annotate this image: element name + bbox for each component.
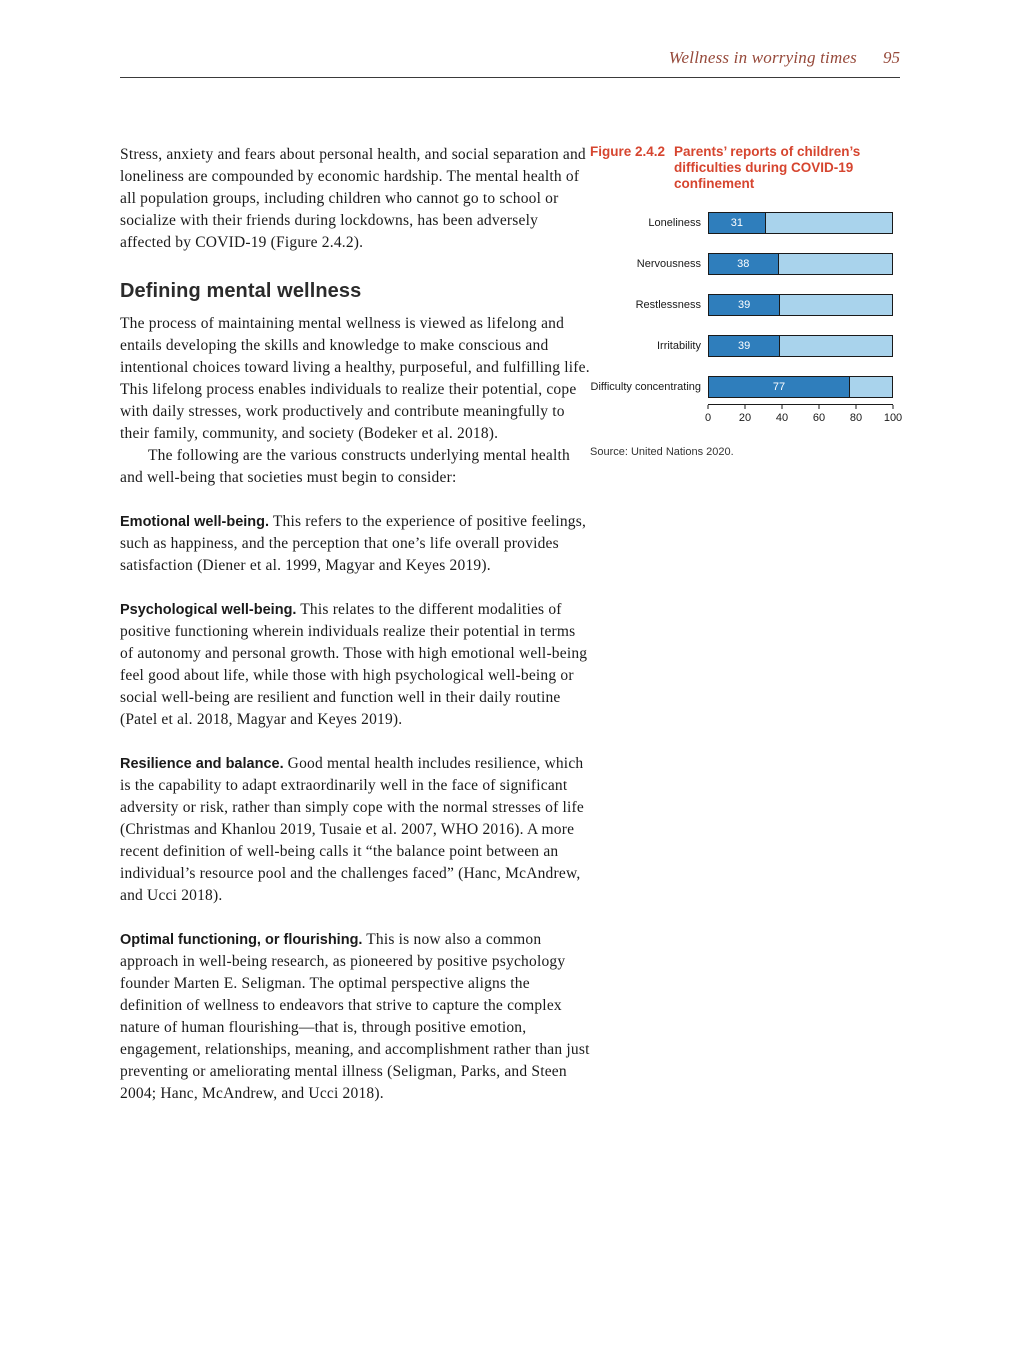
axis-tick-label: 60 — [812, 412, 826, 424]
axis-tick-mark — [781, 405, 783, 409]
construct-paragraph: Resilience and balance. Good mental heal… — [120, 755, 584, 904]
chart-row: Restlessness 39 — [590, 294, 902, 316]
constructs: Emotional well-being. This refers to the… — [120, 511, 590, 1105]
bar-fill: 31 — [709, 213, 766, 233]
bar-fill: 38 — [709, 254, 779, 274]
axis-tick-label: 40 — [775, 412, 789, 424]
chart-row: Irritability 39 — [590, 335, 902, 357]
chart-row: Loneliness 31 — [590, 212, 902, 234]
bar-category-label: Difficulty concentrating — [590, 381, 701, 393]
bar-category-label: Irritability — [656, 340, 701, 352]
bar-track: 38 — [708, 253, 893, 275]
bar-track: 31 — [708, 212, 893, 234]
paragraph-intro: Stress, anxiety and fears about personal… — [120, 146, 586, 251]
construct-lead: Resilience and balance. — [120, 756, 284, 772]
chart-axis: 0 20 40 60 80 100 — [704, 404, 902, 430]
construct-paragraph: Optimal functioning, or flourishing. Thi… — [120, 931, 590, 1102]
running-header-title: Wellness in worrying times — [668, 48, 857, 67]
body-text-column: Stress, anxiety and fears about personal… — [120, 144, 590, 1127]
axis-tick-mark — [744, 405, 746, 409]
page-number: 95 — [883, 48, 900, 67]
bar-fill: 39 — [709, 295, 781, 315]
figure-title: Parents’ reports of children’s difficult… — [674, 144, 861, 191]
bar-value-label: 39 — [738, 299, 751, 311]
bar-category-label: Restlessness — [635, 299, 701, 311]
bar-category-label: Nervousness — [636, 258, 701, 270]
document-page: Wellness in worrying times 95 Stress, an… — [0, 48, 1020, 1368]
running-header: Wellness in worrying times 95 — [120, 48, 900, 78]
construct-paragraph: Emotional well-being. This refers to the… — [120, 513, 587, 574]
figure-header: Figure 2.4.2 Parents’ reports of childre… — [590, 144, 902, 192]
axis-tick-label: 80 — [849, 412, 863, 424]
axis-tick-label: 0 — [704, 412, 712, 424]
bar-track: 39 — [708, 294, 893, 316]
axis-tick-label: 100 — [883, 412, 903, 424]
bar-track: 77 — [708, 376, 893, 398]
bar-track: 39 — [708, 335, 893, 357]
paragraph-definition: The process of maintaining mental wellne… — [120, 315, 590, 442]
construct-lead: Optimal functioning, or flourishing. — [120, 932, 363, 948]
content-columns: Stress, anxiety and fears about personal… — [120, 144, 902, 1127]
bar-value-label: 39 — [738, 340, 751, 352]
chart-row: Nervousness 38 — [590, 253, 902, 275]
axis-tick-mark — [818, 405, 820, 409]
paragraph-constructs-intro: The following are the various constructs… — [120, 447, 570, 486]
section-heading: Defining mental wellness — [120, 280, 362, 302]
axis-tick-label: 20 — [738, 412, 752, 424]
axis-tick-mark — [892, 405, 894, 409]
chart-row: Difficulty concentrating 77 — [590, 376, 902, 398]
chart-rows: Loneliness 31 Nervousness 38 Restlessness 39 I… — [590, 212, 902, 398]
figure-column: Figure 2.4.2 Parents’ reports of childre… — [590, 144, 902, 458]
bar-value-label: 31 — [730, 217, 743, 229]
construct-lead: Psychological well-being. — [120, 602, 297, 618]
axis-tick-mark — [855, 405, 857, 409]
bar-value-label: 77 — [772, 381, 786, 393]
bar-fill: 39 — [709, 336, 781, 356]
axis-tick-mark — [707, 405, 709, 409]
bar-fill: 77 — [709, 377, 850, 397]
bar-category-label: Loneliness — [648, 217, 701, 229]
figure-label: Figure 2.4.2 — [590, 144, 666, 159]
construct-paragraph: Psychological well-being. This relates t… — [120, 601, 588, 728]
bar-value-label: 38 — [737, 258, 750, 270]
construct-lead: Emotional well-being. — [120, 514, 270, 530]
figure-source: Source: United Nations 2020. — [590, 446, 734, 458]
bar-chart: Loneliness 31 Nervousness 38 Restlessness 39 I… — [590, 212, 902, 430]
